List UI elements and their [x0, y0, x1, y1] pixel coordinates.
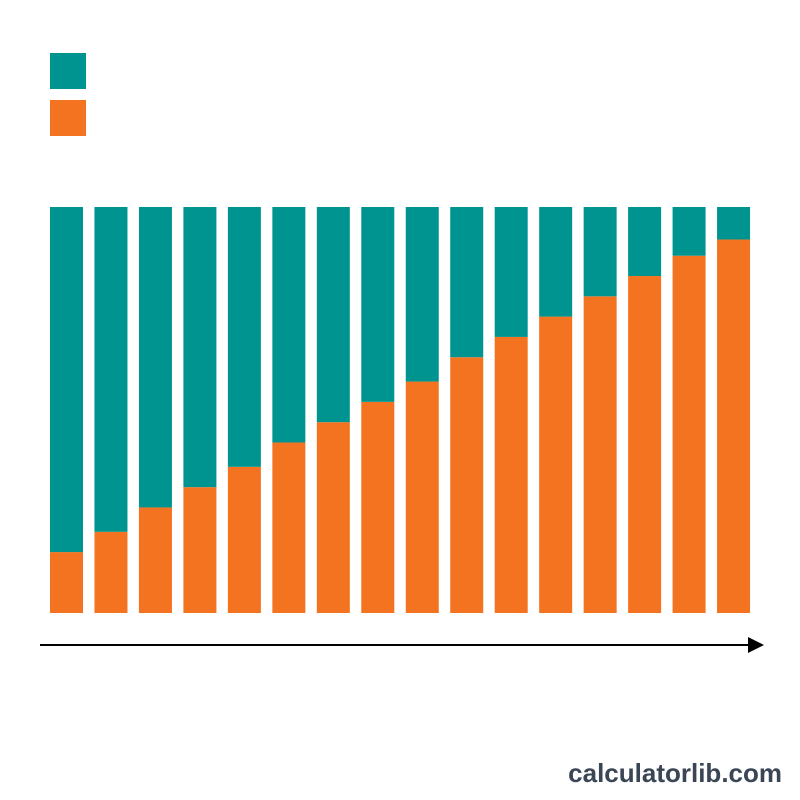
bar-segment [672, 255, 706, 613]
bar-segment [272, 442, 306, 613]
watermark: calculatorlib.com [568, 758, 782, 788]
bar-segment [628, 207, 662, 277]
bar-segment [450, 207, 484, 358]
legend-swatch [50, 53, 86, 89]
bar-segment [717, 239, 751, 614]
bar-segment [227, 466, 261, 613]
bar-segment [583, 207, 617, 297]
bar-segment [361, 401, 395, 613]
bar-segment [450, 357, 484, 613]
bar-segment [405, 381, 439, 613]
bar-segment [50, 552, 83, 613]
legend-swatch [50, 100, 86, 136]
bar-segment [138, 207, 172, 508]
bar-segment [183, 207, 217, 488]
bar-segment [405, 207, 439, 382]
bar-segment [583, 296, 617, 613]
bar-segment [94, 531, 128, 613]
bar-segment [138, 507, 172, 613]
bar-segment [361, 207, 395, 402]
bar-segment [717, 207, 751, 240]
bar-segment [494, 336, 528, 613]
bar-segment [94, 207, 128, 532]
bar-segment [539, 316, 573, 613]
bar-segment [494, 207, 528, 337]
bar-segment [672, 207, 706, 256]
bar-segment [316, 207, 350, 423]
bar-segment [272, 207, 306, 443]
bar-segment [316, 422, 350, 613]
bar-segment [539, 207, 573, 317]
bar-segment [227, 207, 261, 467]
bar-segment [183, 487, 217, 613]
bar-segment [628, 276, 662, 613]
bar-segment [50, 207, 83, 553]
x-axis-arrowhead [748, 637, 764, 653]
